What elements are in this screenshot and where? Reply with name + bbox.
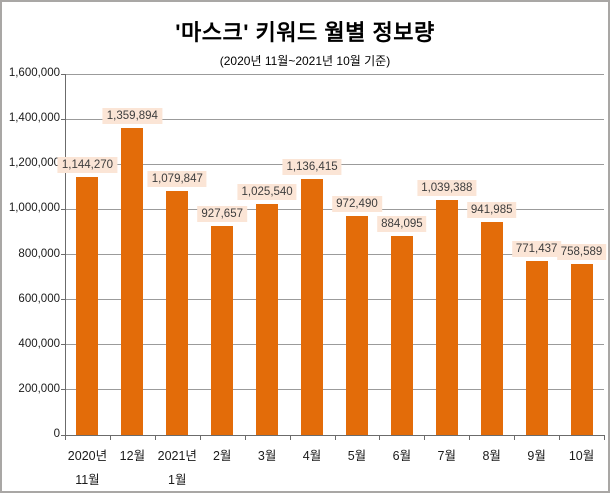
y-axis-tick <box>61 299 65 301</box>
y-tick-label: 400,000 <box>18 337 60 350</box>
bar <box>76 177 99 435</box>
bar-value-label: 884,095 <box>377 216 427 232</box>
x-tick-label: 2021년 1월 <box>157 449 197 487</box>
bar <box>166 191 189 435</box>
x-axis-tick <box>289 435 291 440</box>
x-tick-label: 9월 <box>527 449 546 463</box>
x-tick-label: 2020년 11월 <box>67 449 108 487</box>
y-axis-tick <box>61 389 65 391</box>
x-tick-label: 12월 <box>119 449 146 463</box>
bar-value-label: 927,657 <box>197 206 247 222</box>
y-tick-label: 1,600,000 <box>8 67 60 79</box>
bar-value-label: 758,589 <box>556 244 607 260</box>
x-axis-tick <box>65 435 66 440</box>
x-tick-label: 7월 <box>437 449 457 463</box>
bar-value-label: 1,079,847 <box>147 171 207 187</box>
bar <box>525 261 548 435</box>
y-gridline <box>65 299 604 301</box>
bar-value-label: 1,359,894 <box>102 108 162 124</box>
y-axis-tick <box>61 208 65 210</box>
bar-value-label: 1,025,540 <box>237 184 297 200</box>
x-axis-tick <box>424 435 426 440</box>
chart-title: '마스크' 키워드 월별 정보량 <box>175 20 435 45</box>
chart-subtitle: (2020년 11월~2021년 10월 기준) <box>219 54 391 68</box>
bar <box>211 226 234 435</box>
y-gridline <box>65 254 604 255</box>
bar <box>570 264 593 435</box>
bar <box>480 222 503 435</box>
y-tick-label: 0 <box>53 428 60 440</box>
y-axis-line <box>65 74 66 435</box>
y-tick-label: 1,000,000 <box>8 202 60 215</box>
x-tick-label: 4월 <box>302 449 322 463</box>
y-gridline <box>65 344 604 346</box>
bar-value-label: 771,437 <box>511 241 562 257</box>
x-tick-label: 5월 <box>347 449 367 463</box>
x-axis-tick <box>199 435 201 440</box>
y-axis-tick <box>61 434 65 436</box>
y-axis-tick <box>61 344 65 346</box>
x-axis-tick <box>604 435 605 440</box>
y-tick-label: 600,000 <box>18 292 60 305</box>
x-axis-tick <box>469 435 471 440</box>
x-tick-label: 2월 <box>212 449 232 463</box>
x-axis-tick <box>514 435 516 440</box>
x-tick-label: 10월 <box>568 449 595 463</box>
x-tick-label: 6월 <box>392 449 412 463</box>
bar-value-label: 1,136,415 <box>282 159 342 175</box>
y-tick-label: 800,000 <box>18 247 60 260</box>
x-axis-tick <box>379 435 381 440</box>
y-gridline <box>65 73 604 75</box>
y-axis-tick <box>61 73 65 75</box>
bar <box>390 236 413 435</box>
bar <box>301 179 324 435</box>
x-tick-label: 8월 <box>482 449 501 463</box>
x-tick-label: 3월 <box>257 449 277 463</box>
x-axis-tick <box>244 435 246 440</box>
y-axis-tick <box>61 254 65 255</box>
x-axis-tick <box>334 435 336 440</box>
y-tick-label: 1,200,000 <box>8 157 60 170</box>
bar-value-label: 941,985 <box>466 202 517 218</box>
x-axis-tick <box>559 435 561 440</box>
x-axis-tick <box>109 435 111 440</box>
y-gridline <box>65 118 604 120</box>
x-axis-tick <box>154 435 156 440</box>
y-tick-label: 1,400,000 <box>8 112 60 125</box>
bar <box>435 200 458 435</box>
y-tick-label: 200,000 <box>18 382 60 395</box>
bar <box>345 216 368 435</box>
bar <box>256 204 279 435</box>
bar-value-label: 1,039,388 <box>417 180 477 196</box>
y-gridline <box>65 389 604 391</box>
bar-value-label: 1,144,270 <box>57 157 118 173</box>
y-axis-tick <box>61 118 65 120</box>
bar-value-label: 972,490 <box>332 196 382 212</box>
bar <box>121 128 144 435</box>
